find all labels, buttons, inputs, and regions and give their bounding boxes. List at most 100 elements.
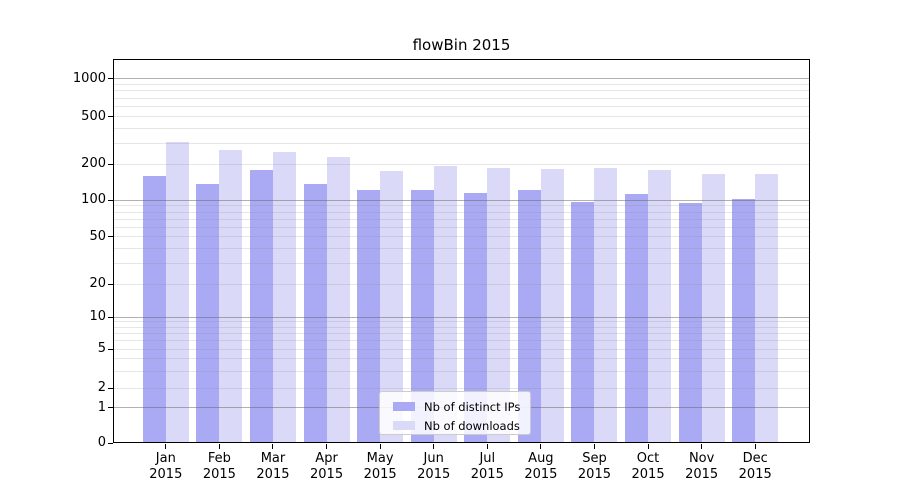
x-tick-month-dec: Dec	[742, 451, 768, 466]
y-tick-label-0: 0	[97, 435, 106, 451]
x-tick-aug	[540, 444, 542, 449]
y-tick-label-10: 10	[89, 309, 106, 324]
y-tick-2	[108, 387, 113, 389]
bar-oct-downloads	[648, 170, 672, 443]
x-tick-label-sep: Sep 2015	[562, 451, 626, 482]
gridline-major-10	[114, 316, 809, 318]
x-tick-mar	[272, 444, 274, 449]
bar-may-distinct-ips	[357, 189, 381, 443]
gridline-minor-9	[114, 321, 809, 323]
x-tick-month-jun: Jun	[423, 451, 444, 466]
bar-jun-distinct-ips	[410, 189, 434, 443]
x-tick-may	[379, 444, 381, 449]
gridline-major-100	[114, 199, 809, 201]
bar-apr-downloads	[326, 157, 350, 443]
gridline-minor-7	[114, 333, 809, 335]
x-tick-year-sep: 2015	[577, 466, 611, 482]
gridline-minor-40	[114, 247, 809, 249]
gridline-minor-90	[114, 205, 809, 207]
chart-title: flowBin 2015	[412, 36, 511, 54]
y-tick-label-2: 2	[97, 380, 106, 396]
x-tick-year-may: 2015	[363, 466, 397, 482]
gridline-minor-200	[114, 163, 809, 165]
gridline-minor-60	[114, 226, 809, 228]
y-tick-label-500: 500	[81, 108, 106, 124]
x-tick-month-apr: Apr	[315, 451, 338, 466]
x-tick-label-jun: Jun 2015	[402, 451, 466, 482]
bar-sep-distinct-ips	[571, 201, 595, 443]
gridline-minor-2	[114, 387, 809, 389]
x-tick-year-jun: 2015	[417, 466, 451, 482]
gridline-minor-6	[114, 340, 809, 342]
bar-mar-distinct-ips	[249, 169, 273, 443]
bar-jan-distinct-ips	[142, 175, 166, 443]
bar-may-downloads	[380, 170, 404, 443]
gridline-minor-5	[114, 348, 809, 350]
x-tick-jun	[433, 444, 435, 449]
gridline-minor-50	[114, 236, 809, 238]
x-tick-jul	[486, 444, 488, 449]
y-tick-label-20: 20	[89, 276, 106, 292]
x-tick-label-apr: Apr 2015	[295, 451, 359, 482]
bar-apr-distinct-ips	[303, 183, 327, 443]
legend-swatch-distinct-ips-icon	[393, 402, 415, 411]
gridline-minor-900	[114, 83, 809, 85]
legend-item-downloads: Nb of downloads	[393, 416, 530, 435]
y-tick-20	[108, 283, 113, 285]
gridline-minor-700	[114, 97, 809, 99]
bar-dec-downloads	[755, 173, 779, 443]
legend-swatch-downloads-icon	[393, 421, 415, 430]
x-tick-label-aug: Aug 2015	[509, 451, 573, 482]
x-tick-apr	[326, 444, 328, 449]
gridline-minor-3	[114, 370, 809, 372]
bar-aug-distinct-ips	[517, 189, 541, 443]
y-tick-5	[108, 348, 113, 350]
x-tick-month-sep: Sep	[582, 451, 607, 466]
x-tick-year-jul: 2015	[470, 466, 504, 482]
x-tick-year-mar: 2015	[256, 466, 290, 482]
gridline-minor-8	[114, 326, 809, 328]
x-tick-jan	[165, 444, 167, 449]
gridline-minor-400	[114, 127, 809, 129]
bar-jun-downloads	[433, 166, 457, 443]
gridline-minor-20	[114, 283, 809, 285]
y-tick-label-100: 100	[81, 192, 106, 208]
gridline-minor-300	[114, 142, 809, 144]
y-tick-100	[108, 199, 113, 201]
bar-nov-distinct-ips	[678, 202, 702, 443]
legend-label-downloads: Nb of downloads	[424, 418, 520, 433]
bar-feb-distinct-ips	[196, 183, 220, 443]
y-tick-label-1000: 1000	[72, 70, 106, 86]
bar-feb-downloads	[219, 149, 243, 443]
bar-jan-downloads	[165, 141, 189, 443]
bar-nov-downloads	[701, 174, 725, 443]
gridline-minor-80	[114, 211, 809, 213]
y-tick-label-1: 1	[97, 399, 106, 415]
bar-jul-distinct-ips	[464, 193, 488, 443]
x-tick-year-nov: 2015	[685, 466, 719, 482]
x-tick-month-jul: Jul	[479, 451, 496, 466]
gridline-minor-500	[114, 116, 809, 118]
x-tick-month-aug: Aug	[528, 451, 554, 466]
x-tick-month-may: May	[366, 451, 394, 466]
x-tick-label-jul: Jul 2015	[455, 451, 519, 482]
x-tick-month-oct: Oct	[636, 451, 660, 466]
bar-oct-distinct-ips	[625, 193, 649, 443]
gridline-major-1000	[114, 78, 809, 80]
y-tick-label-50: 50	[89, 228, 106, 244]
gridline-minor-30	[114, 262, 809, 264]
x-tick-sep	[593, 444, 595, 449]
bar-dec-distinct-ips	[732, 199, 756, 443]
y-tick-50	[108, 236, 113, 238]
x-tick-label-oct: Oct 2015	[616, 451, 680, 482]
y-tick-500	[108, 116, 113, 118]
x-tick-month-mar: Mar	[260, 451, 286, 466]
y-tick-200	[108, 163, 113, 165]
x-tick-label-dec: Dec 2015	[723, 451, 787, 482]
x-tick-dec	[754, 444, 756, 449]
y-tick-1000	[108, 78, 113, 80]
legend: Nb of distinct IPs Nb of downloads	[379, 391, 531, 435]
bar-mar-downloads	[272, 151, 296, 443]
x-tick-year-aug: 2015	[524, 466, 558, 482]
